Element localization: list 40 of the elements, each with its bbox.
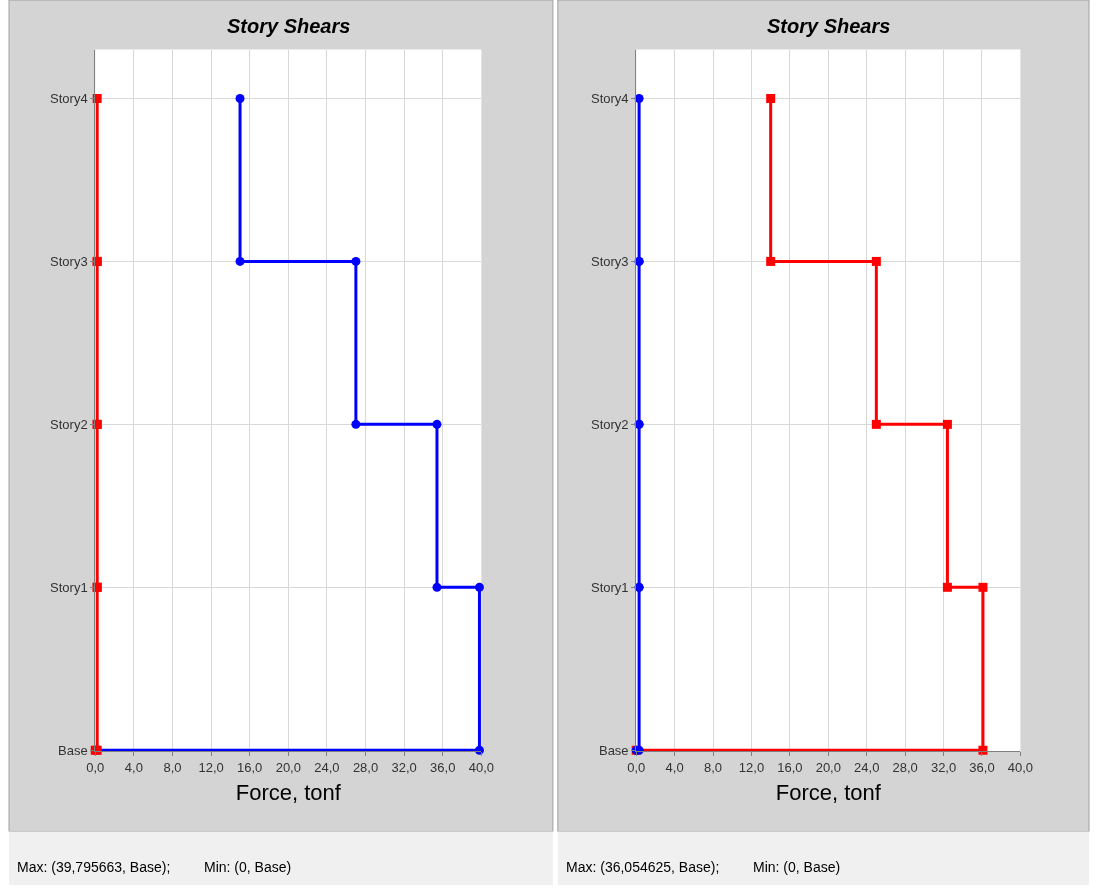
x-tick-label: 32,0	[391, 759, 417, 775]
x-tick-label: 0,0	[627, 759, 646, 775]
x-tick-label: 12,0	[198, 759, 224, 775]
y-tick-label: Story4	[591, 91, 629, 107]
y-tick-label: Story2	[591, 416, 629, 432]
x-tick-label: 32,0	[930, 759, 957, 775]
y-tick-label: Story2	[50, 416, 88, 432]
x-tick-label: 20,0	[275, 759, 301, 775]
x-tick-label: 16,0	[777, 759, 803, 775]
x-tick-label: 24,0	[314, 759, 340, 775]
x-tick-label: 36,0	[430, 759, 456, 775]
text: Min: (0, Base)	[753, 859, 841, 875]
text: Max: (39,795663, Base);	[17, 859, 171, 875]
chart-title: Story Shears	[767, 15, 891, 37]
y-tick-label: Base	[58, 742, 88, 758]
y-tick-label: Story3	[50, 253, 88, 269]
x-tick-label: 16,0	[237, 759, 263, 775]
x-tick-label: 4,0	[665, 759, 684, 775]
text: Max: (36,054625, Base);	[566, 859, 720, 875]
x-tick-label: 36,0	[969, 759, 995, 775]
x-axis-title: Force, tonf	[775, 779, 882, 805]
y-tick-label: Story3	[591, 253, 629, 269]
x-tick-label: 12,0	[738, 759, 765, 775]
x-tick-label: 20,0	[815, 759, 841, 775]
x-tick-label: 28,0	[352, 759, 379, 775]
x-tick-label: 40,0	[1007, 759, 1034, 775]
x-tick-label: 8,0	[704, 759, 723, 775]
x-tick-label: 8,0	[163, 759, 182, 775]
y-tick-label: Story1	[591, 579, 629, 595]
y-tick-label: Base	[598, 742, 629, 758]
x-tick-label: 0,0	[86, 759, 105, 775]
x-axis-title: Force, tonf	[235, 779, 342, 805]
text: Min: (0, Base)	[204, 859, 292, 875]
chart-title: Story Shears	[227, 15, 351, 37]
y-tick-label: Story4	[50, 91, 88, 107]
x-tick-label: 4,0	[124, 759, 143, 775]
y-tick-label: Story1	[50, 579, 88, 595]
x-tick-label: 40,0	[468, 759, 495, 775]
x-tick-label: 28,0	[892, 759, 918, 775]
x-tick-label: 24,0	[854, 759, 880, 775]
